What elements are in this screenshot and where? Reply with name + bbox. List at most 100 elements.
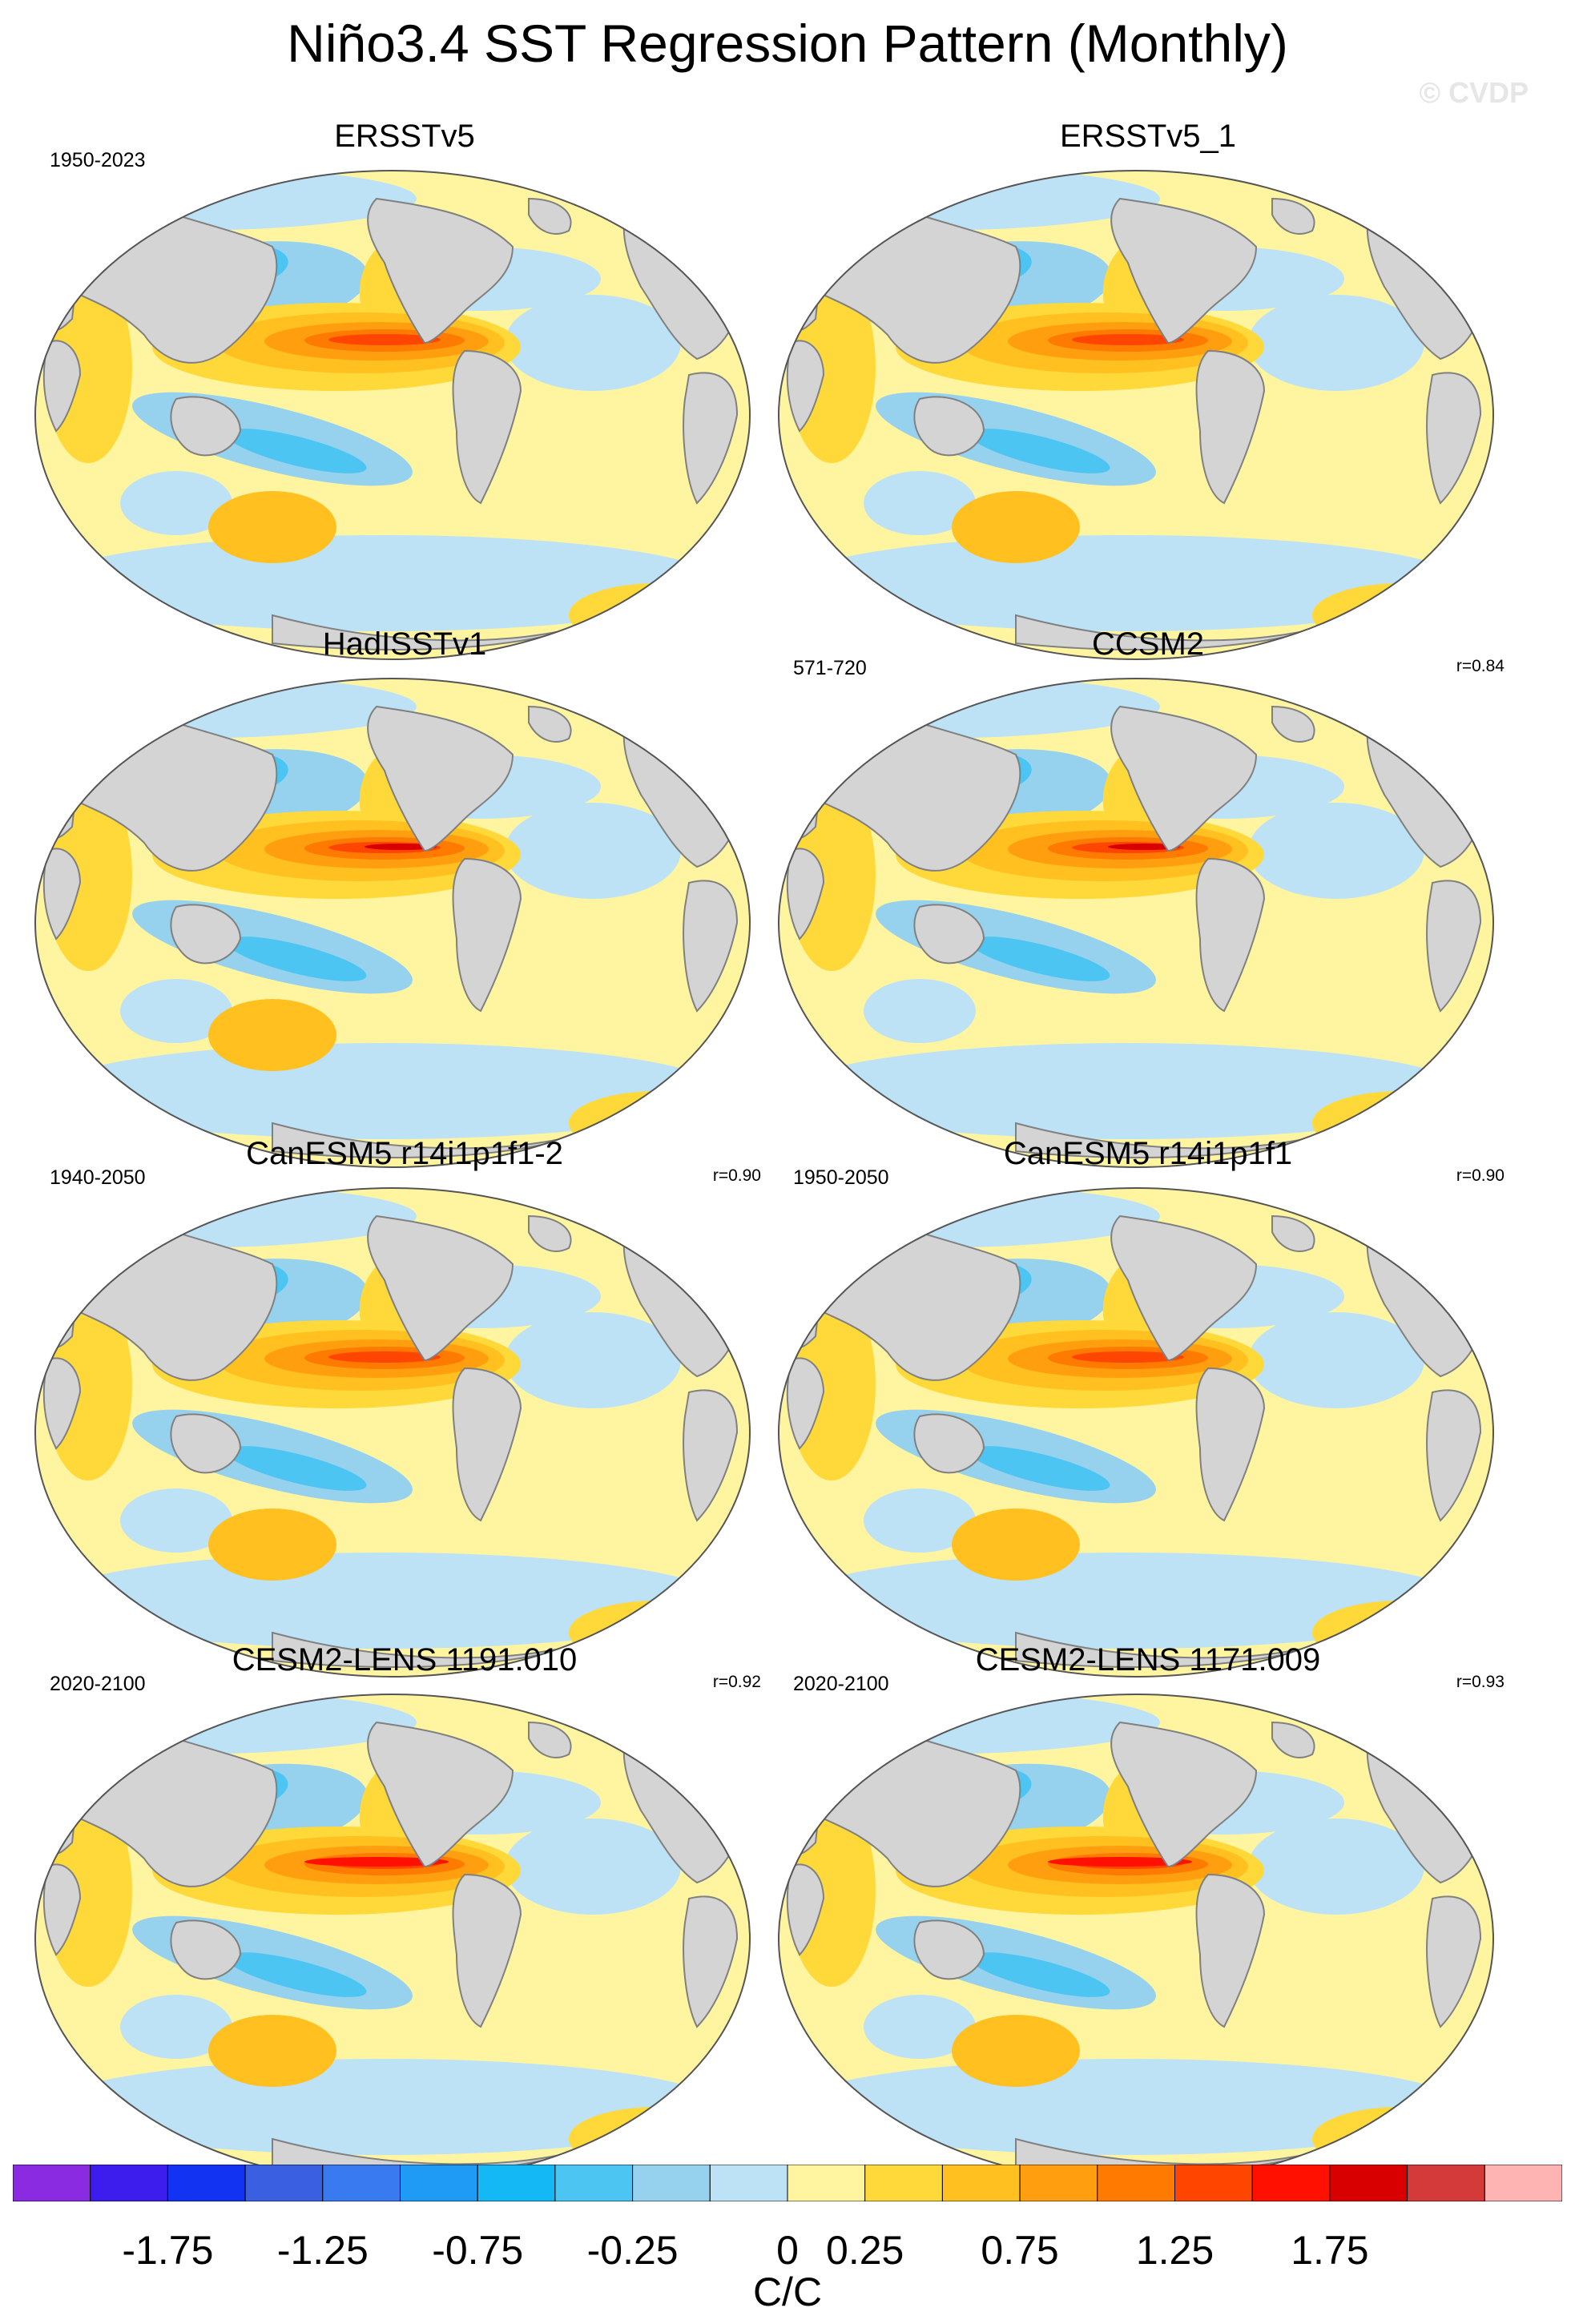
equatorial-warm-max (304, 1857, 449, 1867)
south-pacific-cool-core (969, 936, 1110, 981)
greenland-landmass (528, 705, 572, 743)
regression-map (778, 170, 1494, 660)
south-pacific-warm-patch (952, 1508, 1080, 1581)
south-america-landmass (1195, 349, 1266, 505)
africa-landmass (786, 1357, 825, 1450)
greenland-landmass (1271, 1721, 1315, 1758)
greenland-landmass (1271, 1214, 1315, 1252)
map-border (778, 678, 1494, 1168)
south-pacific-cool-core (226, 1952, 367, 1997)
atlantic-tropical-cool-region (1248, 1819, 1424, 1915)
panel-title: CanESM5 r14i1p1f1 (1003, 1136, 1293, 1171)
panel-period: 1950-2023 (50, 149, 146, 171)
south-indian-cool-region (120, 471, 232, 535)
equatorial-warm-max (1048, 1857, 1192, 1867)
colorbar-swatch (709, 2165, 788, 2201)
map-panel: CanESM5 r14i1p1f1-2 1940-2050 r=0.90 (32, 1136, 777, 1681)
equatorial-warm-peak (328, 334, 441, 345)
map-border (34, 1187, 751, 1678)
atlantic-tropical-cool-region (505, 1819, 681, 1915)
colorbar (13, 2165, 1562, 2201)
south-america-landmass (452, 1367, 522, 1522)
south-america-landmass (452, 349, 522, 505)
africa-east-landmass (683, 372, 739, 505)
africa-east-landmass (683, 1389, 739, 1522)
map-panel: CanESM5 r14i1p1f1 1950-2050 r=0.90 (775, 1136, 1521, 1681)
australia-landmass (170, 904, 242, 965)
australia-landmass (170, 396, 242, 457)
panel-title: HadISSTv1 (322, 626, 487, 662)
south-pacific-cool-core (226, 1446, 367, 1491)
regression-map (778, 1694, 1494, 2184)
australia-landmass (170, 1413, 242, 1474)
panel-period: 2020-2100 (793, 1673, 889, 1695)
south-indian-cool-region (864, 1995, 976, 2059)
panel-title: ERSSTv5 (334, 119, 475, 154)
colorbar-swatch (941, 2165, 1021, 2201)
colorbar-tick-label: -0.75 (432, 2228, 524, 2273)
cvdp-watermark: © CVDP (1419, 76, 1529, 109)
panel-title: CanESM5 r14i1p1f1-2 (246, 1136, 563, 1171)
atlantic-tropical-cool-region (1248, 295, 1424, 391)
colorbar-swatch (400, 2165, 478, 2201)
map-border (34, 170, 751, 660)
colorbar-swatch (90, 2165, 168, 2201)
map-border (778, 1187, 1494, 1678)
colorbar-swatch (244, 2165, 324, 2201)
south-pacific-cool-core (969, 429, 1110, 473)
colorbar-tick-label: -0.25 (586, 2228, 679, 2273)
colorbar-swatch (1174, 2165, 1253, 2201)
panel-title: CESM2-LENS 1171.009 (975, 1642, 1321, 1678)
panel-period: 1950-2050 (793, 1166, 889, 1189)
colorbar-swatch (167, 2165, 246, 2201)
map-panel: ERSSTv5 1950-2023 (32, 119, 777, 663)
colorbar-units-label: C/C (752, 2270, 823, 2314)
map-field (779, 679, 1493, 1167)
atlantic-tropical-cool-region (505, 1312, 681, 1408)
atlantic-tropical-cool-region (505, 295, 681, 391)
africa-landmass (786, 1863, 825, 1956)
south-indian-cool-region (120, 1488, 232, 1553)
panel-period: 571-720 (793, 657, 867, 679)
panel-period: 1940-2050 (50, 1166, 146, 1189)
colorbar-tick-label: -1.75 (122, 2228, 214, 2273)
australia-landmass (913, 1413, 985, 1474)
panel-pattern-correlation: r=0.93 (1456, 1673, 1505, 1691)
colorbar-swatch (1329, 2165, 1408, 2201)
panel-title: ERSSTv5_1 (1059, 119, 1237, 154)
southern-ocean-cool-band (48, 2059, 721, 2155)
australia-landmass (170, 1919, 242, 1980)
colorbar-swatch (1097, 2165, 1176, 2201)
colorbar-tick-label: 0 (776, 2228, 799, 2273)
north-america-landmass (367, 1214, 514, 1362)
colorbar-swatch (1251, 2165, 1331, 2201)
colorbar-swatch (1019, 2165, 1098, 2201)
south-indian-cool-region (120, 1995, 232, 2059)
panel-pattern-correlation: r=0.90 (1456, 1166, 1505, 1185)
australia-landmass (913, 396, 985, 457)
greenland-landmass (528, 1721, 572, 1758)
africa-landmass (786, 848, 825, 940)
north-america-landmass (367, 1721, 514, 1868)
equatorial-warm-max (1108, 844, 1180, 850)
southern-ocean-cool-band (48, 1043, 721, 1139)
colorbar-tick-label: 1.25 (1135, 2228, 1214, 2273)
figure-title: Niño3.4 SST Regression Pattern (Monthly) (287, 14, 1288, 73)
southern-ocean-cool-band (48, 535, 721, 631)
map-field (779, 171, 1493, 659)
south-atlantic-warm-region (569, 2107, 745, 2171)
panel-period: 2020-2100 (50, 1673, 146, 1695)
south-america-landmass (1195, 1367, 1266, 1522)
greenland-landmass (528, 197, 572, 235)
southern-ocean-cool-band (792, 2059, 1464, 2155)
map-field (779, 1694, 1493, 2183)
north-america-landmass (1110, 1214, 1258, 1362)
south-pacific-warm-patch (208, 491, 336, 563)
south-america-landmass (1195, 1873, 1266, 2028)
south-indian-cool-region (864, 471, 976, 535)
panel-title: CCSM2 (1091, 626, 1205, 662)
map-field (779, 1188, 1493, 1677)
atlantic-tropical-cool-region (505, 803, 681, 899)
map-panel: CESM2-LENS 1171.009 2020-2100 r=0.93 (775, 1642, 1521, 2187)
equatorial-warm-peak (1072, 1351, 1184, 1363)
